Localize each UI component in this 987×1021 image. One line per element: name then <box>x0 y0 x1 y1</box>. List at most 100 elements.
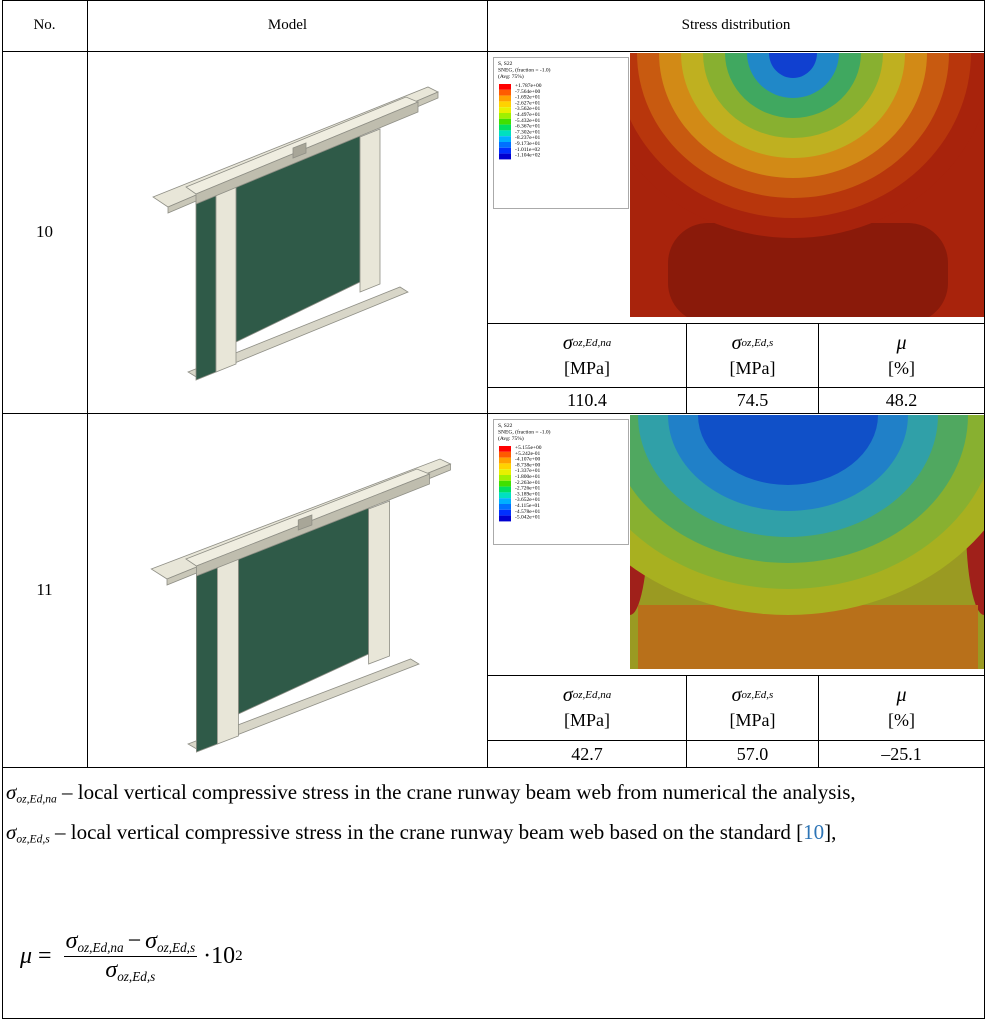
symbol: σ <box>732 684 742 707</box>
symbol: σ <box>563 684 573 707</box>
symbol: σ <box>66 928 78 954</box>
legend-swatch <box>499 142 511 148</box>
factor: ·10 <box>203 943 235 970</box>
legend-title: S, S22 <box>498 61 513 67</box>
subscript: oz,Ed,s <box>16 834 49 846</box>
fraction: σoz,Ed,na−σoz,Ed,sσoz,Ed,s <box>64 928 198 985</box>
model-part <box>360 129 380 292</box>
legend-swatch <box>499 84 511 90</box>
symbol: μ <box>896 332 906 355</box>
subscript: oz,Ed,na <box>16 793 56 805</box>
legend-title: (Avg: 75%) <box>498 73 524 80</box>
legend-swatch <box>499 469 511 475</box>
note-text: – local vertical compressive stress in t… <box>50 820 803 844</box>
unit: [MPa] <box>687 707 818 733</box>
unit: [MPa] <box>488 707 686 733</box>
legend-swatch <box>499 510 511 516</box>
legend-swatch <box>499 487 511 493</box>
formula-eq: = <box>38 943 52 970</box>
border <box>488 675 985 676</box>
model-part <box>196 556 217 752</box>
row-number: 11 <box>2 413 87 767</box>
header-cell: Model <box>88 0 487 51</box>
legend-swatch <box>499 498 511 504</box>
legend-swatch <box>499 463 511 469</box>
unit: [MPa] <box>687 355 818 381</box>
result-value: 57.0 <box>687 741 818 767</box>
legend-title: (Avg: 75%) <box>498 435 524 442</box>
legend-box <box>494 58 629 209</box>
border <box>488 323 985 324</box>
page: No. Model Stress distribution σoz,Ed,na … <box>0 0 987 1021</box>
legend-swatch <box>499 452 511 458</box>
result-value: 42.7 <box>488 741 686 767</box>
legend-value: -5.042e+01 <box>515 515 540 521</box>
result-value: 74.5 <box>687 388 818 413</box>
subscript: oz,Ed,na <box>77 940 123 955</box>
legend-swatch <box>499 113 511 119</box>
contour <box>638 605 978 673</box>
subscript: oz,Ed,s <box>157 940 195 955</box>
legend-swatch <box>499 90 511 96</box>
numerator: σoz,Ed,na−σoz,Ed,s <box>64 928 198 957</box>
model-part <box>369 501 390 664</box>
symbol: μ <box>896 684 906 707</box>
contour <box>668 223 948 321</box>
note-text: – local vertical compressive stress in t… <box>57 780 856 804</box>
legend-value: -1.104e+02 <box>515 153 540 159</box>
legend: S, S22SNEG, (fraction = -1.0)(Avg: 75%)+… <box>493 57 629 209</box>
result-value: 110.4 <box>488 388 686 413</box>
note: σoz,Ed,na – local vertical compressive s… <box>6 776 978 816</box>
result-symbol: σoz,Ed,s <box>687 329 818 357</box>
exponent: 2 <box>235 948 243 965</box>
legend-swatch <box>499 154 511 160</box>
result-value: –25.1 <box>819 741 984 767</box>
legend-swatch <box>499 481 511 487</box>
unit: [%] <box>819 355 984 381</box>
header-cell: No. <box>2 0 87 51</box>
legend-swatch <box>499 119 511 125</box>
border <box>984 0 985 1019</box>
legend-title: SNEG, (fraction = -1.0) <box>498 429 551 436</box>
model-part <box>196 184 216 380</box>
note: σoz,Ed,s – local vertical compressive st… <box>6 816 978 856</box>
legend-swatch <box>499 492 511 498</box>
legend-swatch <box>499 458 511 464</box>
legend-swatch <box>499 107 511 113</box>
model-part <box>216 184 236 372</box>
model-part <box>217 556 238 744</box>
result-symbol: μ <box>819 329 984 357</box>
legend-swatch <box>499 504 511 510</box>
formula-symbol: μ <box>20 943 32 970</box>
header-cell: Stress distribution <box>488 0 984 51</box>
symbol: σ <box>732 332 742 355</box>
subscript: oz,Ed,s <box>742 337 774 349</box>
subscript: oz,Ed,s <box>742 689 774 701</box>
subscript: oz,Ed,na <box>573 689 612 701</box>
denominator: σoz,Ed,s <box>103 957 157 985</box>
legend-swatch <box>499 136 511 142</box>
legend: S, S22SNEG, (fraction = -1.0)(Avg: 75%)+… <box>493 419 629 545</box>
note-text: ], <box>824 820 836 844</box>
subscript: oz,Ed,s <box>117 969 155 984</box>
row-number: 10 <box>2 51 87 413</box>
border <box>2 767 985 768</box>
legend-swatch <box>499 125 511 131</box>
unit: [MPa] <box>488 355 686 381</box>
legend-swatch <box>499 446 511 452</box>
subscript: oz,Ed,na <box>573 337 612 349</box>
legend-title: S, S22 <box>498 423 513 429</box>
legend-swatch <box>499 101 511 107</box>
symbol: σ <box>563 332 573 355</box>
legend-swatch <box>499 148 511 154</box>
result-value: 48.2 <box>819 388 984 413</box>
result-symbol: μ <box>819 681 984 709</box>
operator: − <box>128 928 142 954</box>
symbol: σ <box>105 957 117 983</box>
reference: 10 <box>803 820 824 844</box>
legend-swatch <box>499 96 511 102</box>
legend-swatch <box>499 475 511 481</box>
symbol: σ <box>145 928 157 954</box>
